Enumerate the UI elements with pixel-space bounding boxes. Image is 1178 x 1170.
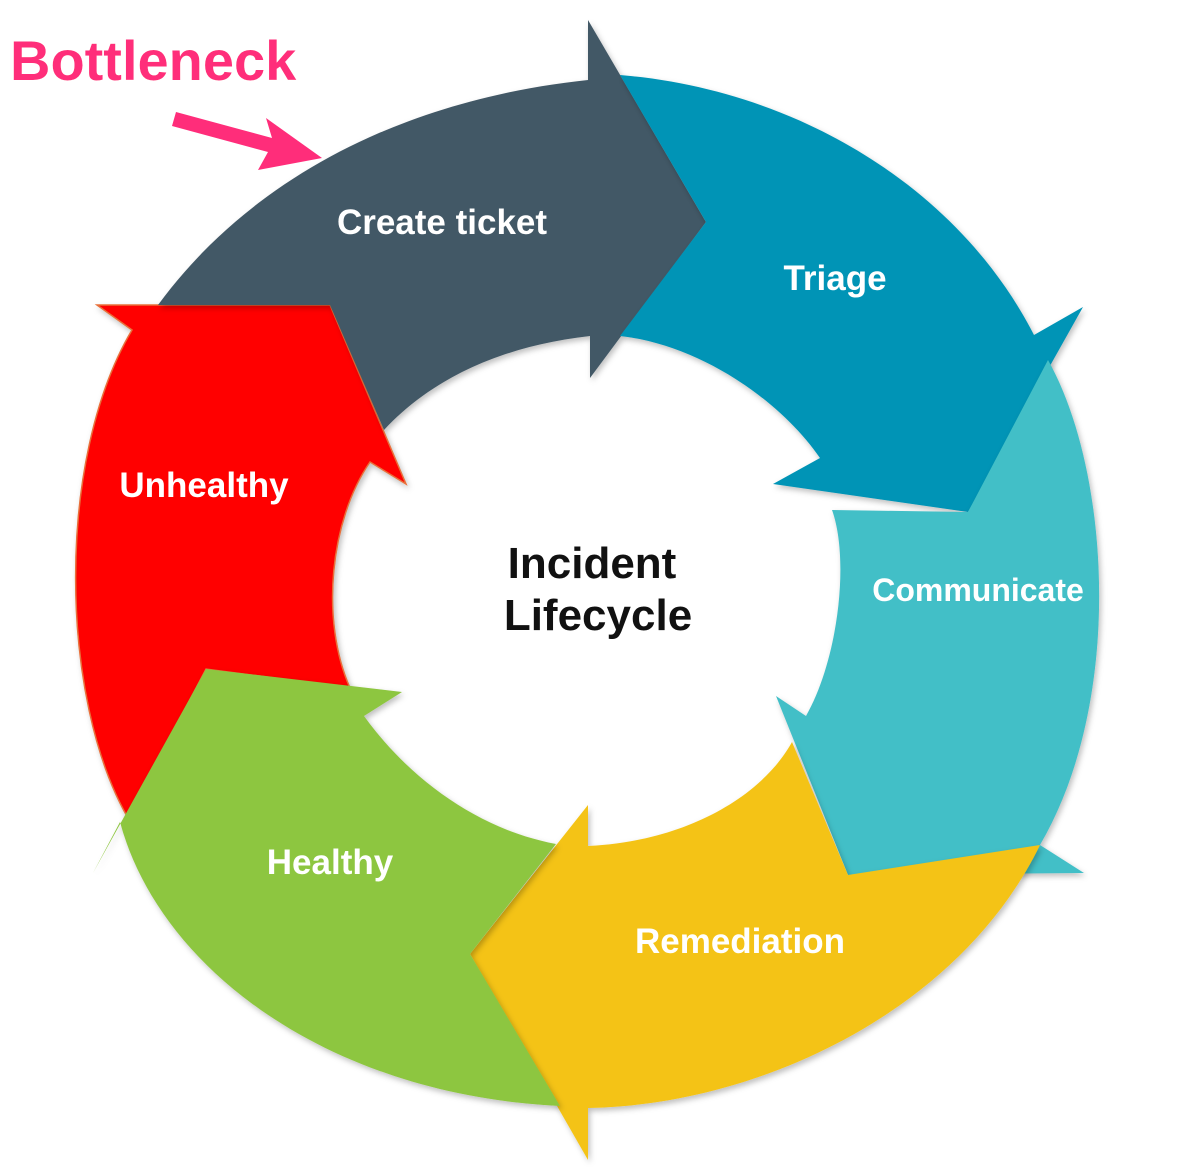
stage-label-unhealthy: Unhealthy: [119, 466, 289, 505]
stage-labels: Create ticket Triage Communicate Remedia…: [119, 203, 1083, 961]
center-title-line-2: Lifecycle: [504, 591, 692, 640]
cycle-segments: [74, 20, 1100, 1160]
center-title-line-1: Incident: [508, 539, 677, 588]
stage-healthy-arrow: [93, 669, 560, 1106]
stage-triage-arrow: [620, 75, 1083, 512]
stage-label-communicate: Communicate: [872, 572, 1084, 608]
stage-label-remediation: Remediation: [635, 922, 845, 961]
stage-label-triage: Triage: [783, 259, 886, 298]
bottleneck-callout: Bottleneck: [10, 29, 322, 170]
stage-unhealthy-arrow: [74, 304, 408, 820]
stage-communicate-arrow: [776, 360, 1100, 875]
stage-create-ticket-arrow: [158, 20, 706, 430]
bottleneck-pointer-arrow: [172, 112, 322, 170]
stage-label-healthy: Healthy: [267, 843, 394, 882]
center-title: Incident Lifecycle: [504, 539, 692, 640]
bottleneck-label: Bottleneck: [10, 29, 297, 92]
stage-label-create-ticket: Create ticket: [337, 203, 547, 242]
stage-remediation-arrow: [470, 742, 1040, 1160]
